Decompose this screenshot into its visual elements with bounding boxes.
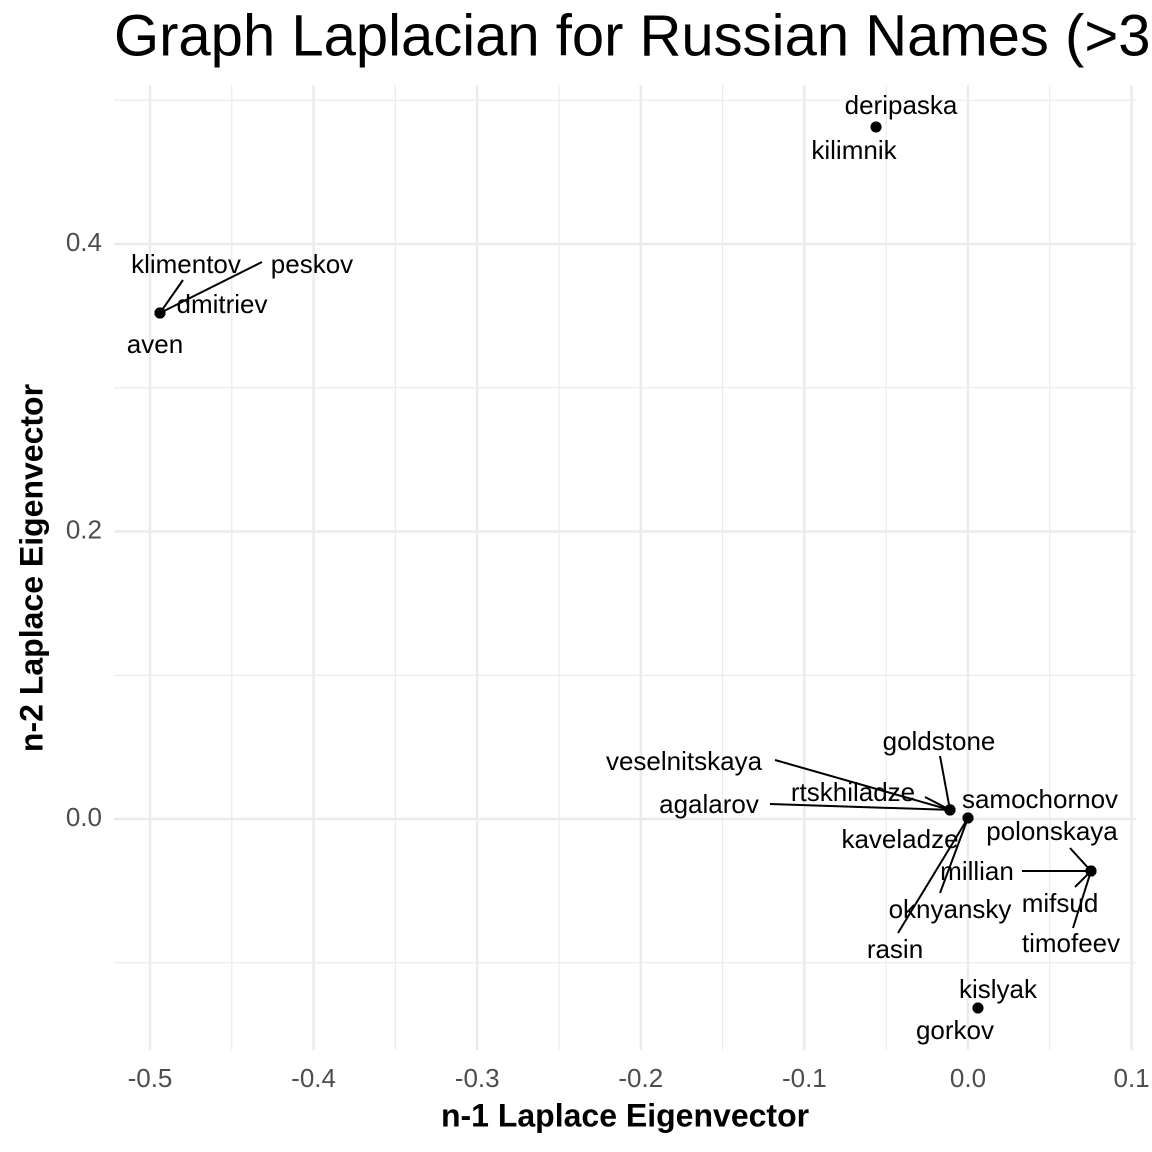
- point-label: klimentov: [131, 249, 241, 279]
- point: [972, 1002, 984, 1014]
- label-leader: [1072, 870, 1092, 929]
- x-tick-label: -0.1: [782, 1063, 827, 1093]
- point-label: mifsud: [1022, 888, 1099, 918]
- point: [870, 121, 882, 133]
- y-tick-label: 0.2: [66, 514, 102, 544]
- point-label: deripaska: [845, 90, 958, 120]
- x-axis-title: n-1 Laplace Eigenvector: [441, 1097, 809, 1133]
- point-label: gorkov: [916, 1015, 994, 1045]
- x-tick-label: -0.2: [618, 1063, 663, 1093]
- label-leader: [159, 279, 184, 314]
- x-tick-label: -0.5: [128, 1063, 173, 1093]
- point: [944, 804, 956, 816]
- y-tick-label: 0.0: [66, 802, 102, 832]
- point-label: veselnitskaya: [606, 746, 763, 776]
- label-leader: [769, 803, 951, 811]
- label-leader: [939, 755, 951, 811]
- point-label: oknyansky: [889, 894, 1012, 924]
- label-leader: [939, 817, 969, 894]
- point-label: millian: [940, 856, 1014, 886]
- point-label: samochornov: [962, 784, 1118, 814]
- x-tick-label: 0.1: [1114, 1063, 1150, 1093]
- x-tick-label: 0.0: [950, 1063, 986, 1093]
- point-label: aven: [127, 329, 183, 359]
- label-leader: [159, 261, 263, 314]
- x-tick-label: -0.3: [455, 1063, 500, 1093]
- point-label: kaveladze: [841, 824, 958, 854]
- point-label: dmitriev: [176, 289, 267, 319]
- point-label: rtskhiladze: [791, 777, 915, 807]
- point-label: kilimnik: [811, 135, 897, 165]
- point: [962, 812, 974, 824]
- point-label: rasin: [867, 934, 923, 964]
- point-label: goldstone: [883, 726, 996, 756]
- point-label: timofeev: [1022, 928, 1120, 958]
- point-label: agalarov: [659, 789, 759, 819]
- label-leader: [897, 817, 969, 934]
- y-tick-label: 0.4: [66, 227, 102, 257]
- point-label: kislyak: [959, 974, 1038, 1004]
- label-leader: [774, 759, 951, 811]
- point: [1085, 865, 1097, 877]
- chart-title: Graph Laplacian for Russian Names (>3: [114, 3, 1150, 68]
- point-label: peskov: [271, 249, 353, 279]
- y-axis-title: n-2 Laplace Eigenvector: [13, 384, 49, 752]
- x-tick-label: -0.4: [291, 1063, 336, 1093]
- point: [154, 307, 166, 319]
- point-label: polonskaya: [986, 816, 1118, 846]
